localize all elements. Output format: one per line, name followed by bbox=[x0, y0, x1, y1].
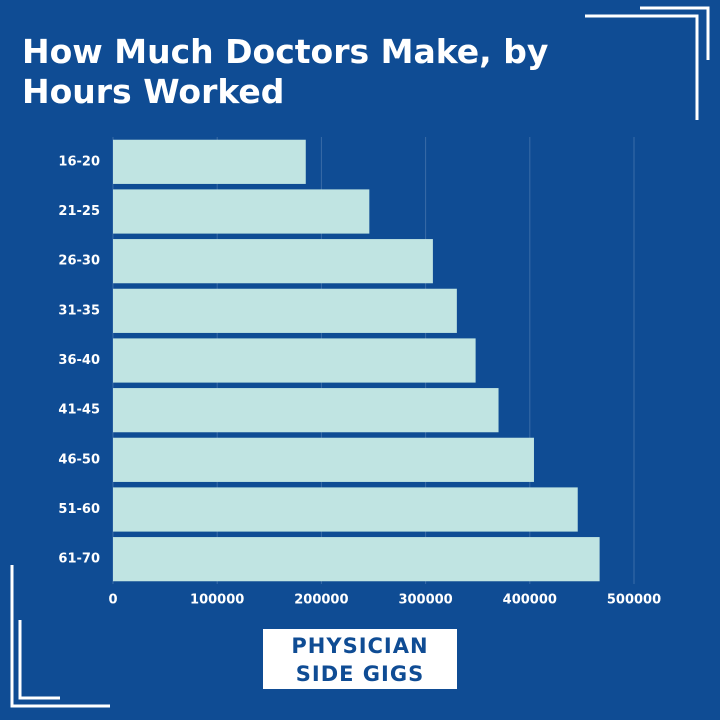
bar bbox=[113, 288, 457, 333]
brand-logo: PHYSICIAN SIDE GIGS bbox=[263, 629, 457, 689]
bar bbox=[113, 537, 600, 582]
y-tick-label: 41-45 bbox=[58, 403, 100, 418]
x-tick-label: 400000 bbox=[503, 593, 557, 608]
brand-line: SIDE GIGS bbox=[295, 662, 425, 686]
y-tick-label: 36-40 bbox=[58, 353, 100, 368]
bar bbox=[113, 189, 370, 234]
bar bbox=[113, 437, 534, 482]
x-tick-label: 100000 bbox=[190, 593, 244, 608]
y-tick-label: 16-20 bbox=[58, 154, 100, 169]
bar bbox=[113, 487, 578, 532]
bar bbox=[113, 338, 476, 383]
y-tick-label: 51-60 bbox=[58, 502, 100, 517]
x-tick-label: 0 bbox=[108, 593, 117, 608]
brand-line: PHYSICIAN bbox=[291, 634, 429, 658]
x-tick-label: 500000 bbox=[607, 593, 661, 608]
x-tick-label: 200000 bbox=[294, 593, 348, 608]
x-tick-label: 300000 bbox=[398, 593, 452, 608]
y-tick-label: 61-70 bbox=[58, 552, 100, 567]
y-tick-label: 26-30 bbox=[58, 254, 100, 269]
y-tick-label: 46-50 bbox=[58, 452, 100, 467]
corner-decoration bbox=[10, 6, 710, 708]
y-tick-label: 21-25 bbox=[58, 204, 100, 219]
bar bbox=[113, 139, 306, 184]
chart-title: How Much Doctors Make, by Hours Worked bbox=[22, 32, 549, 111]
y-tick-label: 31-35 bbox=[58, 303, 100, 318]
bar bbox=[113, 388, 499, 433]
bar bbox=[113, 239, 433, 284]
